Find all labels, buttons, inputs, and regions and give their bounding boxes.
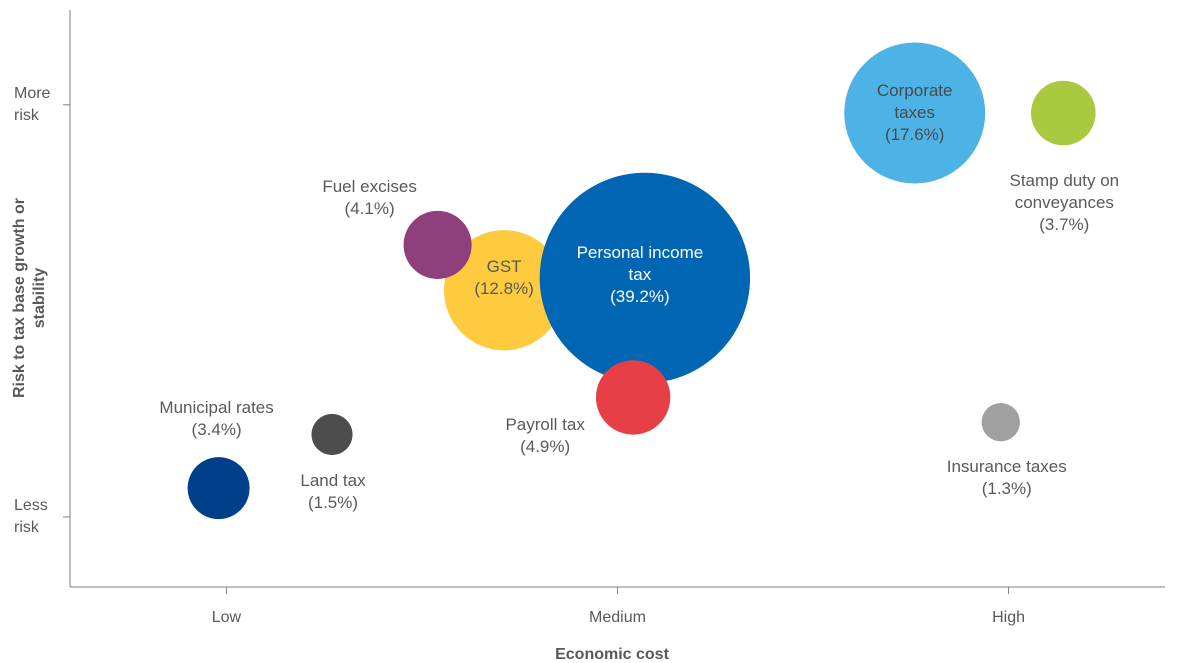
bubble [595, 360, 671, 435]
bubble-name: Fuel excises [322, 176, 417, 196]
bubble-share: (1.5%) [307, 492, 359, 512]
bubble [1031, 80, 1096, 146]
bubble [443, 230, 565, 351]
bubble-share: (39.2%) [610, 286, 670, 306]
bubble-name: Payroll tax [505, 415, 585, 435]
x-tick-label: Low [211, 609, 242, 626]
bubble-name: Corporate taxes [876, 81, 953, 123]
bubble-name: Land tax [300, 470, 366, 490]
bubble-name: Insurance taxes [946, 457, 1067, 477]
bubble [311, 413, 353, 456]
bubble-name: Municipal rates [159, 398, 274, 418]
bubble [403, 210, 472, 279]
x-axis-title: Economic cost [555, 646, 669, 663]
bubble-name: GST [486, 257, 522, 277]
bubble-share: (3.7%) [1039, 215, 1090, 235]
bubble-label: Personal income tax (39.2%) [575, 242, 705, 308]
bubble [187, 457, 250, 520]
bubble-label: Land tax (1.5%) [278, 470, 388, 514]
bubble [844, 42, 986, 184]
y-tick-label: Less risk [14, 496, 48, 536]
bubble-label: Insurance taxes (1.3%) [927, 456, 1087, 500]
y-tick-label: More risk [14, 84, 51, 124]
bubble-share: (4.9%) [520, 437, 571, 457]
bubble-share: (3.4%) [191, 420, 242, 440]
x-tick-label: High [992, 609, 1026, 626]
bubble-share: (12.8%) [474, 279, 534, 299]
bubble-label: Fuel excises (4.1%) [305, 176, 435, 220]
bubble-name: Personal income tax [576, 242, 704, 284]
bubble-label: Stamp duty on conveyances (3.7%) [989, 170, 1139, 236]
bubble [539, 172, 751, 384]
bubble-share: (4.1%) [344, 198, 395, 218]
y-axis-title: Risk to tax base growth or stability [11, 197, 48, 399]
bubble-name: Stamp duty on conveyances [1009, 171, 1120, 213]
bubble-label: Municipal rates (3.4%) [137, 397, 297, 441]
bubble-label: GST (12.8%) [459, 256, 549, 300]
bubble-share: (1.3%) [981, 479, 1032, 499]
bubble-label: Payroll tax (4.9%) [485, 414, 605, 458]
bubble-share: (17.6%) [884, 125, 945, 145]
bubble [981, 402, 1020, 442]
x-tick-label: Medium [589, 609, 646, 626]
bubble-label: Corporate taxes (17.6%) [860, 80, 970, 146]
